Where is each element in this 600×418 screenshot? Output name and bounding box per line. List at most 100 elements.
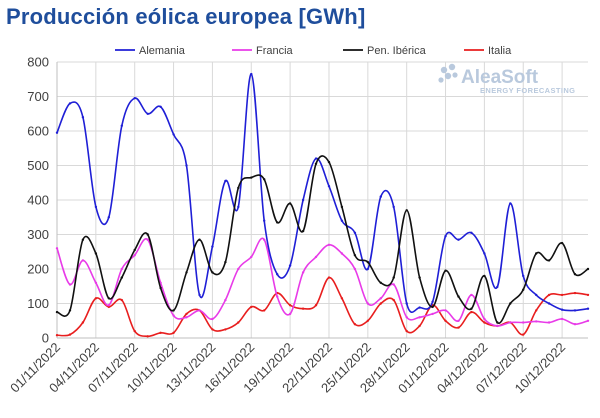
data-point — [547, 259, 551, 262]
data-point — [483, 274, 486, 278]
data-point — [340, 252, 344, 255]
data-point — [483, 317, 486, 321]
data-point — [314, 304, 318, 307]
x-axis-ticks: 01/11/202204/11/202207/11/202210/11/2022… — [7, 340, 568, 397]
data-point — [288, 264, 292, 267]
data-point — [379, 302, 382, 305]
data-point — [276, 295, 279, 298]
data-point — [263, 178, 266, 181]
legend-label: Francia — [256, 45, 294, 57]
data-point — [211, 245, 214, 248]
data-point — [535, 293, 538, 297]
data-point — [250, 255, 253, 259]
series-alemania — [55, 72, 590, 314]
data-point — [353, 267, 357, 271]
data-point — [509, 321, 512, 324]
data-point — [237, 186, 240, 190]
data-point — [522, 274, 525, 278]
axes — [56, 62, 588, 339]
data-point — [159, 331, 162, 334]
data-point — [81, 238, 85, 241]
data-point — [224, 260, 227, 264]
data-point — [392, 205, 395, 209]
data-point — [107, 297, 111, 300]
data-point — [224, 328, 227, 331]
data-point — [547, 302, 551, 305]
data-point — [301, 271, 305, 274]
data-point — [68, 309, 72, 312]
data-point — [522, 288, 525, 291]
data-point — [314, 255, 318, 259]
data-point — [470, 310, 473, 314]
data-point — [366, 302, 369, 305]
data-point — [470, 231, 473, 234]
data-point — [366, 319, 369, 322]
data-point — [586, 293, 590, 297]
data-point — [146, 112, 149, 116]
data-point — [159, 105, 162, 109]
data-point — [146, 233, 149, 236]
data-point — [250, 305, 253, 309]
data-point — [211, 317, 214, 321]
data-point — [340, 219, 344, 222]
data-point — [172, 309, 175, 312]
data-point — [263, 219, 266, 222]
data-point — [263, 309, 266, 312]
legend-item-italia: Italia — [464, 45, 512, 57]
data-point — [172, 133, 175, 136]
data-point — [327, 276, 331, 279]
data-point — [185, 164, 188, 167]
data-point — [496, 324, 499, 328]
data-point — [496, 285, 499, 289]
data-point — [444, 235, 447, 238]
data-point — [509, 202, 512, 205]
data-point — [94, 297, 98, 300]
data-point — [81, 116, 85, 119]
data-point — [547, 321, 551, 324]
data-point — [94, 205, 98, 209]
data-point — [185, 312, 188, 316]
data-point — [444, 309, 447, 312]
data-point — [301, 198, 305, 202]
data-point — [55, 247, 59, 250]
data-point — [535, 309, 538, 312]
data-point — [107, 304, 111, 307]
data-point — [185, 271, 188, 274]
data-point — [560, 293, 564, 297]
data-point — [573, 291, 577, 295]
y-axis-ticks: 0 100 200 300 400 500 600 700 800 — [27, 55, 49, 346]
data-point — [470, 293, 473, 297]
data-point — [211, 271, 214, 274]
data-point — [405, 209, 408, 212]
data-point — [185, 316, 188, 319]
data-point — [418, 276, 421, 279]
series-line-pen-iberica — [56, 155, 589, 325]
data-point — [288, 202, 292, 205]
data-point — [522, 333, 525, 336]
legend-item-pen-iberica: Pen. Ibérica — [343, 45, 427, 57]
legend-label: Pen. Ibérica — [367, 45, 427, 57]
data-point — [418, 324, 421, 328]
data-point — [457, 319, 460, 322]
data-point — [353, 323, 357, 326]
data-point — [405, 316, 408, 319]
data-point — [405, 302, 408, 305]
data-point — [547, 293, 551, 297]
data-point — [94, 281, 98, 284]
chart-title: Producción eólica europea [GWh] — [6, 4, 366, 29]
data-point — [120, 298, 124, 302]
y-tick-label: 200 — [27, 262, 49, 277]
data-point — [353, 254, 357, 257]
y-tick-label: 0 — [42, 331, 49, 346]
y-tick-label: 500 — [27, 158, 49, 173]
data-point — [237, 267, 240, 271]
y-tick-label: 600 — [27, 124, 49, 139]
gridlines — [56, 61, 588, 339]
data-point — [444, 269, 447, 272]
aleasoft-logo-icon — [438, 63, 458, 83]
y-tick-label: 700 — [27, 89, 49, 104]
data-point — [276, 221, 279, 224]
data-point — [392, 276, 395, 279]
data-point — [366, 267, 369, 271]
